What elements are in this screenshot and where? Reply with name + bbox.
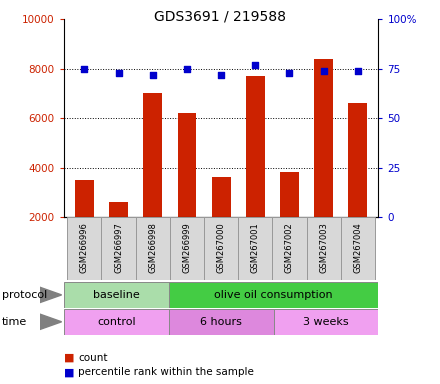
Text: baseline: baseline [93,290,139,300]
Point [320,68,327,74]
Bar [169,309,274,335]
Bar [64,309,169,335]
Bar [64,282,169,308]
Bar [204,217,238,280]
Text: olive oil consumption: olive oil consumption [214,290,333,300]
Bar [101,217,136,280]
Bar [177,113,196,217]
Point [183,66,191,72]
Text: GSM267000: GSM267000 [216,222,226,273]
Text: GSM266997: GSM266997 [114,222,123,273]
Point [354,68,361,74]
Text: GSM266998: GSM266998 [148,222,157,273]
Bar [136,217,170,280]
Text: GSM267004: GSM267004 [353,222,363,273]
Text: percentile rank within the sample: percentile rank within the sample [78,367,254,377]
Text: GSM267003: GSM267003 [319,222,328,273]
Bar [314,59,333,217]
Text: ■: ■ [64,353,74,363]
Text: GSM266999: GSM266999 [183,222,191,273]
Text: GSM267002: GSM267002 [285,222,294,273]
Point [149,71,156,78]
Text: GSM267001: GSM267001 [251,222,260,273]
Text: GSM266996: GSM266996 [80,222,89,273]
Point [218,71,225,78]
Text: time: time [2,317,27,327]
Text: ■: ■ [64,367,74,377]
Point [286,70,293,76]
Bar [109,202,128,217]
Text: 6 hours: 6 hours [200,317,242,327]
Bar [143,93,162,217]
Text: control: control [97,317,136,327]
Point [252,61,259,68]
Bar [280,172,299,217]
Bar [238,217,272,280]
Bar [246,76,265,217]
Bar [212,177,231,217]
Bar [170,217,204,280]
Bar [348,103,367,217]
Bar [75,180,94,217]
Polygon shape [40,314,62,329]
Bar [67,217,101,280]
Text: 3 weeks: 3 weeks [303,317,349,327]
Bar [341,217,375,280]
Text: GDS3691 / 219588: GDS3691 / 219588 [154,10,286,23]
Text: count: count [78,353,107,363]
Polygon shape [40,287,62,303]
Text: protocol: protocol [2,290,48,300]
Bar [274,309,378,335]
Point [81,66,88,72]
Bar [169,282,378,308]
Point [115,70,122,76]
Bar [272,217,307,280]
Bar [307,217,341,280]
